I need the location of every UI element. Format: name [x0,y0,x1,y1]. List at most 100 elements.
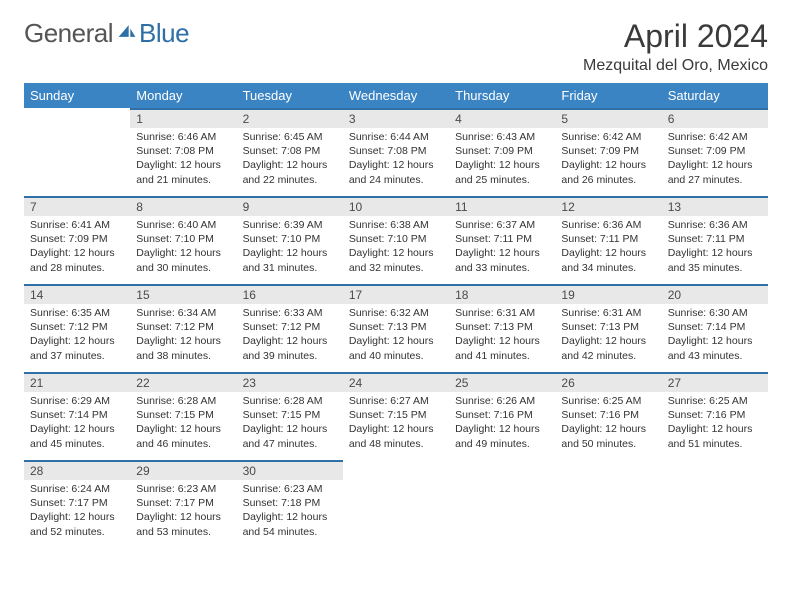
day-number: 25 [449,372,555,392]
daylight-line: Daylight: 12 hours and 34 minutes. [561,246,655,274]
brand-general: General [24,18,113,49]
daylight-line: Daylight: 12 hours and 42 minutes. [561,334,655,362]
calendar-table: SundayMondayTuesdayWednesdayThursdayFrid… [24,83,768,548]
sunset-line: Sunset: 7:11 PM [455,232,549,246]
sunrise-line: Sunrise: 6:29 AM [30,394,124,408]
calendar-week-row: 14Sunrise: 6:35 AMSunset: 7:12 PMDayligh… [24,284,768,372]
calendar-week-row: 1Sunrise: 6:46 AMSunset: 7:08 PMDaylight… [24,108,768,196]
sunrise-line: Sunrise: 6:42 AM [668,130,762,144]
daylight-line: Daylight: 12 hours and 53 minutes. [136,510,230,538]
daylight-line: Daylight: 12 hours and 49 minutes. [455,422,549,450]
calendar-day-cell: 7 Sunrise: 6:41 AMSunset: 7:09 PMDaylight… [24,196,130,284]
sunrise-line: Sunrise: 6:26 AM [455,394,549,408]
day-details: Sunrise: 6:32 AMSunset: 7:13 PMDaylight:… [343,304,449,367]
sunset-line: Sunset: 7:08 PM [243,144,337,158]
sunrise-line: Sunrise: 6:23 AM [136,482,230,496]
weekday-header: Wednesday [343,83,449,108]
sunset-line: Sunset: 7:09 PM [668,144,762,158]
daylight-line: Daylight: 12 hours and 47 minutes. [243,422,337,450]
sunrise-line: Sunrise: 6:40 AM [136,218,230,232]
day-number: 20 [662,284,768,304]
day-number: 12 [555,196,661,216]
day-number: 23 [237,372,343,392]
sunrise-line: Sunrise: 6:37 AM [455,218,549,232]
day-number: 16 [237,284,343,304]
sunset-line: Sunset: 7:17 PM [30,496,124,510]
calendar-day-cell: 12Sunrise: 6:36 AMSunset: 7:11 PMDayligh… [555,196,661,284]
calendar-empty-cell [24,108,130,196]
calendar-day-cell: 23Sunrise: 6:28 AMSunset: 7:15 PMDayligh… [237,372,343,460]
daylight-line: Daylight: 12 hours and 28 minutes. [30,246,124,274]
calendar-week-row: 28Sunrise: 6:24 AMSunset: 7:17 PMDayligh… [24,460,768,548]
daylight-line: Daylight: 12 hours and 32 minutes. [349,246,443,274]
daylight-line: Daylight: 12 hours and 26 minutes. [561,158,655,186]
sunset-line: Sunset: 7:13 PM [455,320,549,334]
calendar-day-cell: 1Sunrise: 6:46 AMSunset: 7:08 PMDaylight… [130,108,236,196]
sunrise-line: Sunrise: 6:43 AM [455,130,549,144]
calendar-day-cell: 2Sunrise: 6:45 AMSunset: 7:08 PMDaylight… [237,108,343,196]
day-number: 10 [343,196,449,216]
calendar-day-cell: 29Sunrise: 6:23 AMSunset: 7:17 PMDayligh… [130,460,236,548]
day-number: 22 [130,372,236,392]
calendar-day-cell: 8Sunrise: 6:40 AMSunset: 7:10 PMDaylight… [130,196,236,284]
sunset-line: Sunset: 7:09 PM [455,144,549,158]
sunrise-line: Sunrise: 6:39 AM [243,218,337,232]
day-details: Sunrise: 6:38 AMSunset: 7:10 PMDaylight:… [343,216,449,279]
sunrise-line: Sunrise: 6:30 AM [668,306,762,320]
sunrise-line: Sunrise: 6:42 AM [561,130,655,144]
sunset-line: Sunset: 7:14 PM [30,408,124,422]
day-details: Sunrise: 6:29 AMSunset: 7:14 PMDaylight:… [24,392,130,455]
daylight-line: Daylight: 12 hours and 30 minutes. [136,246,230,274]
month-title: April 2024 [583,18,768,55]
sunset-line: Sunset: 7:11 PM [668,232,762,246]
day-number: 18 [449,284,555,304]
sunrise-line: Sunrise: 6:28 AM [136,394,230,408]
daylight-line: Daylight: 12 hours and 43 minutes. [668,334,762,362]
weekday-header-row: SundayMondayTuesdayWednesdayThursdayFrid… [24,83,768,108]
day-details: Sunrise: 6:39 AMSunset: 7:10 PMDaylight:… [237,216,343,279]
calendar-day-cell: 6Sunrise: 6:42 AMSunset: 7:09 PMDaylight… [662,108,768,196]
day-details: Sunrise: 6:42 AMSunset: 7:09 PMDaylight:… [555,128,661,191]
calendar-day-cell: 27Sunrise: 6:25 AMSunset: 7:16 PMDayligh… [662,372,768,460]
daylight-line: Daylight: 12 hours and 37 minutes. [30,334,124,362]
sunrise-line: Sunrise: 6:44 AM [349,130,443,144]
day-details: Sunrise: 6:34 AMSunset: 7:12 PMDaylight:… [130,304,236,367]
day-details: Sunrise: 6:30 AMSunset: 7:14 PMDaylight:… [662,304,768,367]
calendar-day-cell: 15Sunrise: 6:34 AMSunset: 7:12 PMDayligh… [130,284,236,372]
day-details: Sunrise: 6:26 AMSunset: 7:16 PMDaylight:… [449,392,555,455]
daylight-line: Daylight: 12 hours and 50 minutes. [561,422,655,450]
sunset-line: Sunset: 7:15 PM [136,408,230,422]
daylight-line: Daylight: 12 hours and 31 minutes. [243,246,337,274]
day-number: 3 [343,108,449,128]
day-details: Sunrise: 6:31 AMSunset: 7:13 PMDaylight:… [555,304,661,367]
sunset-line: Sunset: 7:09 PM [30,232,124,246]
sunset-line: Sunset: 7:17 PM [136,496,230,510]
calendar-empty-cell [662,460,768,548]
calendar-day-cell: 30Sunrise: 6:23 AMSunset: 7:18 PMDayligh… [237,460,343,548]
daylight-line: Daylight: 12 hours and 38 minutes. [136,334,230,362]
daylight-line: Daylight: 12 hours and 25 minutes. [455,158,549,186]
sunset-line: Sunset: 7:12 PM [30,320,124,334]
day-number: 7 [24,196,130,216]
calendar-body: 1Sunrise: 6:46 AMSunset: 7:08 PMDaylight… [24,108,768,548]
day-details: Sunrise: 6:42 AMSunset: 7:09 PMDaylight:… [662,128,768,191]
day-number: 5 [555,108,661,128]
sunrise-line: Sunrise: 6:36 AM [668,218,762,232]
header: General Blue April 2024 Mezquital del Or… [24,18,768,75]
day-number: 26 [555,372,661,392]
calendar-day-cell: 13Sunrise: 6:36 AMSunset: 7:11 PMDayligh… [662,196,768,284]
sunset-line: Sunset: 7:13 PM [561,320,655,334]
sunset-line: Sunset: 7:12 PM [243,320,337,334]
day-number: 15 [130,284,236,304]
sunrise-line: Sunrise: 6:41 AM [30,218,124,232]
day-number: 19 [555,284,661,304]
sunset-line: Sunset: 7:08 PM [349,144,443,158]
day-number: 21 [24,372,130,392]
sunset-line: Sunset: 7:18 PM [243,496,337,510]
weekday-header: Saturday [662,83,768,108]
day-details: Sunrise: 6:25 AMSunset: 7:16 PMDaylight:… [662,392,768,455]
day-details: Sunrise: 6:35 AMSunset: 7:12 PMDaylight:… [24,304,130,367]
daylight-line: Daylight: 12 hours and 48 minutes. [349,422,443,450]
sunset-line: Sunset: 7:14 PM [668,320,762,334]
sunrise-line: Sunrise: 6:38 AM [349,218,443,232]
